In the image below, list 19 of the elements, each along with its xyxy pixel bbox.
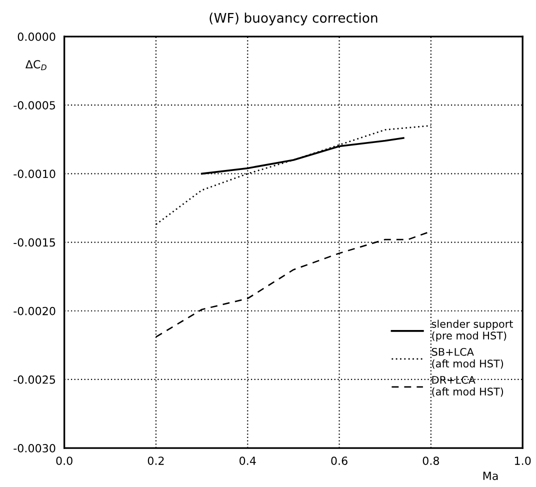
y-tick-label: -0.0015 xyxy=(14,238,56,247)
y-tick-label: -0.0005 xyxy=(14,101,56,110)
legend-label: SB+LCA (aft mod HST) xyxy=(432,348,504,369)
legend-label: DR+LCA (aft mod HST) xyxy=(432,376,504,397)
x-tick-label: 0.0 xyxy=(56,456,72,465)
x-axis-title: Ma xyxy=(483,472,498,480)
x-tick-label: 0.4 xyxy=(240,456,256,465)
y-axis-title: ΔC$_{D}$ xyxy=(25,60,46,70)
y-tick-label: -0.0020 xyxy=(14,306,56,316)
x-tick-label: 0.2 xyxy=(148,456,164,465)
y-tick-label: -0.0010 xyxy=(14,170,56,178)
y-tick-label: -0.0025 xyxy=(14,375,56,384)
x-tick-label: 0.6 xyxy=(331,456,348,465)
y-tick-label: -0.0030 xyxy=(14,444,56,452)
chart-title: (WF) buoyancy correction xyxy=(210,12,378,26)
x-tick-label: 1.0 xyxy=(514,456,531,465)
x-tick-label: 0.8 xyxy=(422,456,440,465)
legend-label: slender support (pre mod HST) xyxy=(432,320,513,342)
y-tick-label: 0.0000 xyxy=(18,32,56,41)
